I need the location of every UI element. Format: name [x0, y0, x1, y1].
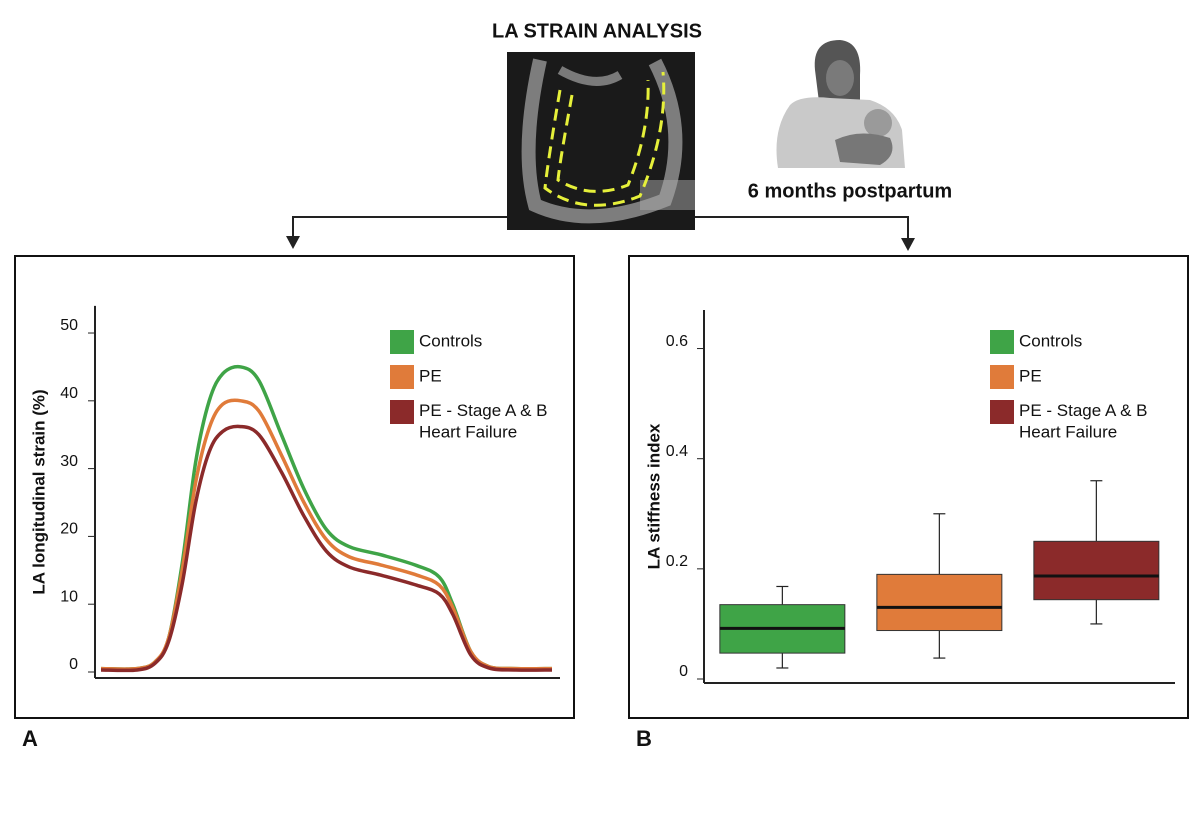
y-tick-label: 0	[69, 656, 78, 673]
legend-label: PE - Stage A & B Heart Failure	[1019, 401, 1148, 441]
y-tick-label: 0.6	[666, 333, 688, 350]
legend-label: PE	[1019, 366, 1042, 385]
y-tick-label: 10	[60, 588, 78, 605]
legend-swatch	[990, 330, 1014, 354]
legend-swatch	[390, 365, 414, 389]
legend-label: Controls	[1019, 331, 1082, 350]
box	[1033, 540, 1160, 601]
panel-label: B	[636, 726, 652, 751]
y-tick-label: 0.2	[666, 553, 688, 570]
y-tick-label: 20	[60, 521, 78, 538]
echo-image	[507, 52, 695, 230]
y-axis-label: LA stiffness index	[644, 423, 663, 569]
arrows	[292, 216, 909, 240]
legend-swatch	[990, 365, 1014, 389]
arrow-heads	[286, 236, 915, 251]
legend-swatch	[990, 400, 1014, 424]
panel-label: A	[22, 726, 38, 751]
panel-frame	[14, 255, 575, 719]
y-tick-label: 30	[60, 453, 78, 470]
box	[876, 573, 1003, 632]
title: LA STRAIN ANALYSIS	[492, 20, 702, 42]
legend-label: PE - Stage A & B Heart Failure	[419, 401, 548, 441]
y-axis-label: LA longitudinal strain (%)	[29, 389, 48, 594]
legend-swatch	[390, 400, 414, 424]
panel-frame	[628, 255, 1189, 719]
legend-label: PE	[419, 366, 442, 385]
subtitle: 6 months postpartum	[748, 180, 952, 202]
legend-label: Controls	[419, 331, 482, 350]
y-tick-label: 0	[679, 663, 688, 680]
y-tick-label: 50	[60, 317, 78, 334]
mother-icon	[776, 40, 905, 168]
y-tick-label: 40	[60, 385, 78, 402]
line	[100, 424, 553, 673]
legend-swatch	[390, 330, 414, 354]
y-tick-label: 0.4	[666, 443, 688, 460]
